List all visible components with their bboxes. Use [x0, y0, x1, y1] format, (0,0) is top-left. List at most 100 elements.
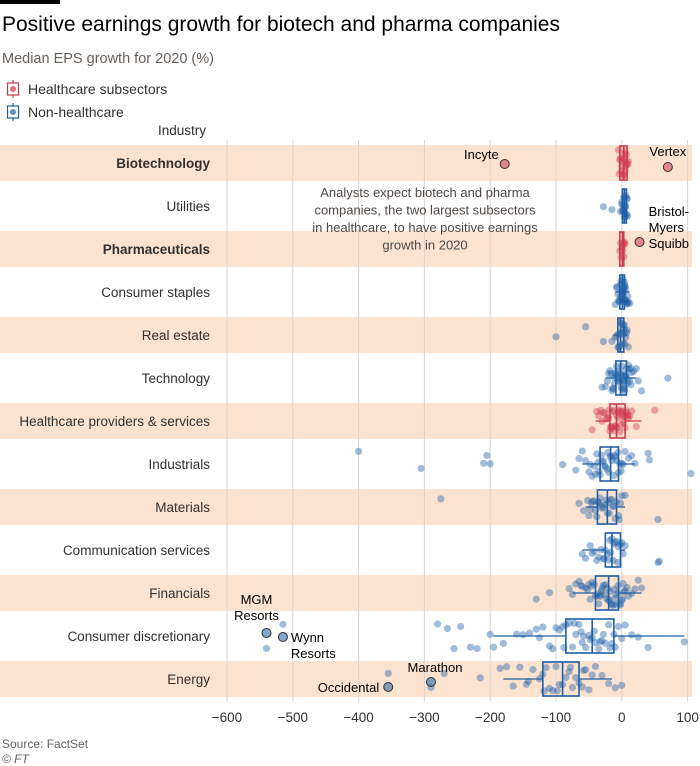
- category-label: Communication services: [63, 543, 210, 558]
- data-point: [608, 206, 616, 214]
- data-point: [608, 384, 617, 392]
- data-point: [595, 412, 603, 420]
- data-point: [549, 645, 557, 653]
- data-point: [624, 414, 632, 422]
- data-point: [634, 377, 642, 385]
- annotation-label-line: Myers: [649, 220, 685, 235]
- data-point: [580, 507, 588, 515]
- data-point: [627, 381, 635, 389]
- annotated-point: [662, 162, 673, 172]
- source-note: Source: FactSet: [2, 737, 89, 751]
- data-point: [585, 511, 593, 520]
- legend-boxplot-icon-nonhealthcare: [6, 103, 20, 121]
- data-point: [597, 587, 606, 595]
- legend-label-nonhealthcare: Non-healthcare: [28, 104, 124, 120]
- data-point: [590, 497, 598, 505]
- data-point: [615, 406, 623, 414]
- row-band: [0, 661, 692, 697]
- data-point: [624, 343, 632, 351]
- data-point: [552, 333, 560, 341]
- data-point: [555, 626, 563, 634]
- data-point: [607, 370, 615, 378]
- data-point: [615, 516, 623, 524]
- category-label: Consumer staples: [101, 285, 210, 300]
- data-point: [545, 589, 554, 597]
- annotation-label-line: Squibb: [649, 236, 689, 251]
- data-point: [624, 454, 632, 462]
- category-label: Consumer discretionary: [67, 629, 210, 644]
- iqr-box: [604, 532, 622, 568]
- annotated-point: [634, 237, 645, 247]
- credit-note: © FT: [2, 752, 29, 766]
- data-point: [612, 284, 621, 292]
- data-point: [575, 455, 583, 463]
- annotated-point: [277, 632, 288, 642]
- data-point: [578, 550, 586, 558]
- x-tick-label: −100: [541, 710, 571, 725]
- annotation-label: Incyte: [464, 147, 499, 162]
- annotated-point: [425, 677, 436, 687]
- data-point: [599, 203, 607, 211]
- annotation-label: Marathon: [408, 660, 463, 675]
- data-point: [618, 595, 627, 603]
- brand-bar: [0, 0, 60, 4]
- data-point: [610, 502, 618, 510]
- data-point: [591, 662, 600, 671]
- data-point: [631, 459, 639, 467]
- annotation-label: Wynn Resorts: [291, 630, 336, 661]
- data-point: [619, 550, 627, 558]
- data-point: [655, 557, 663, 565]
- data-point: [608, 407, 617, 416]
- data-point: [614, 146, 623, 154]
- data-point: [609, 556, 617, 565]
- data-point: [624, 298, 632, 306]
- data-point: [625, 365, 633, 373]
- data-point: [618, 634, 626, 643]
- row-band: [0, 145, 692, 181]
- data-point: [624, 592, 632, 600]
- chart-subtitle: Median EPS growth for 2020 (%): [2, 51, 214, 67]
- data-point: [654, 558, 662, 567]
- x-tick-label: −300: [409, 710, 439, 725]
- data-point: [572, 466, 580, 474]
- category-label: Pharmaceuticals: [103, 242, 210, 257]
- data-point: [262, 644, 271, 653]
- x-tick-label: −400: [343, 710, 373, 725]
- data-point: [628, 452, 636, 460]
- data-point: [580, 666, 588, 675]
- data-point: [595, 553, 603, 561]
- data-point: [503, 663, 511, 671]
- data-point: [582, 554, 590, 562]
- x-tick-label: −200: [475, 710, 505, 725]
- data-point: [611, 684, 619, 692]
- data-point: [606, 644, 614, 652]
- data-point: [545, 642, 554, 650]
- data-point: [532, 595, 540, 603]
- annotated-point: [499, 159, 510, 169]
- data-point: [555, 680, 563, 689]
- category-label: Energy: [167, 672, 210, 687]
- data-point: [587, 499, 596, 507]
- data-point: [580, 632, 588, 640]
- data-point: [608, 601, 616, 609]
- category-label: Biotechnology: [116, 156, 210, 171]
- chart-note-line: Analysts expect biotech and pharma: [320, 185, 530, 200]
- data-point: [623, 583, 631, 592]
- data-point: [577, 628, 585, 636]
- data-point: [595, 600, 603, 608]
- data-point: [588, 671, 596, 679]
- data-point: [611, 300, 619, 308]
- data-point: [578, 638, 586, 647]
- iqr-box: [599, 446, 620, 482]
- data-point: [628, 631, 636, 639]
- data-point: [593, 407, 601, 416]
- data-point: [664, 374, 672, 382]
- data-point: [617, 467, 625, 475]
- data-point: [623, 300, 631, 308]
- data-point: [606, 496, 614, 504]
- data-point: [616, 499, 625, 507]
- data-point: [483, 451, 491, 460]
- data-point: [601, 639, 609, 647]
- data-point: [623, 299, 631, 307]
- data-point: [680, 638, 688, 646]
